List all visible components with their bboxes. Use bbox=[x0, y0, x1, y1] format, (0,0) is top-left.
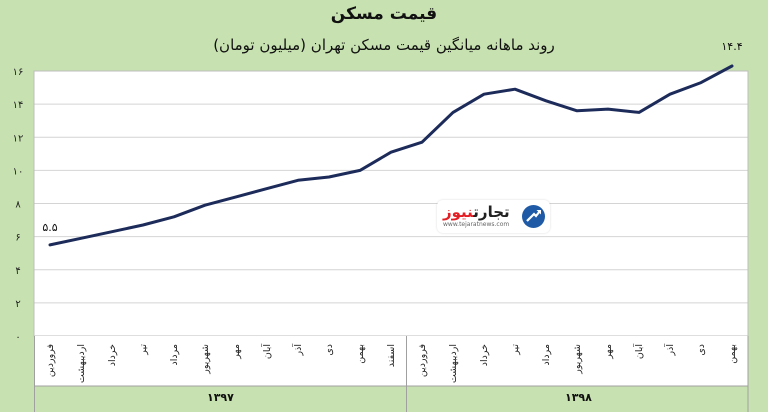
x-tick-label: مهر bbox=[231, 344, 242, 360]
x-tick-label: شهریور bbox=[200, 344, 211, 375]
x-tick-label: اردیبهشت bbox=[448, 344, 459, 383]
x-tick-label: مرداد bbox=[541, 344, 552, 365]
data-label-first: ۵.۵ bbox=[42, 221, 57, 234]
series-line bbox=[48, 64, 734, 247]
y-tick-label: ۱۴ bbox=[13, 100, 24, 111]
x-tick-label: فروردین bbox=[45, 344, 56, 377]
x-tick-label: تیر bbox=[138, 344, 149, 356]
x-tick-label: بهمن bbox=[727, 344, 738, 364]
y-tick-label: ۰ bbox=[15, 332, 20, 343]
y-tick-label: ۶ bbox=[15, 233, 20, 244]
x-tick-label: دی bbox=[696, 344, 707, 356]
logo-url: www.tejaratnews.com bbox=[443, 221, 510, 228]
logo-arrow-icon bbox=[522, 205, 545, 228]
y-tick-label: ۱۰ bbox=[13, 166, 24, 177]
x-tick-label: آذر bbox=[663, 344, 676, 357]
x-tick-label: مرداد bbox=[169, 344, 180, 365]
x-tick-label: مهر bbox=[603, 344, 614, 360]
x-tick-label: فروردین bbox=[417, 344, 428, 377]
y-tick-label: ۱۶ bbox=[13, 67, 24, 78]
x-tick-label: تیر bbox=[510, 344, 521, 356]
chart-subtitle: روند ماهانه میانگین قیمت مسکن تهران (میل… bbox=[213, 36, 555, 54]
y-tick-label: ۸ bbox=[15, 200, 21, 211]
x-tick-label: آبان bbox=[632, 344, 645, 360]
chart-title: قیمت مسکن bbox=[330, 4, 438, 24]
x-tick-label: دی bbox=[324, 344, 335, 356]
x-tick-label: خرداد bbox=[479, 344, 490, 366]
category-band bbox=[34, 336, 748, 386]
x-tick-label: آذر bbox=[291, 344, 304, 357]
year-label-1397: ۱۳۹۷ bbox=[207, 391, 234, 404]
x-tick-label: شهریور bbox=[572, 344, 583, 375]
x-tick-label: اسفند bbox=[386, 344, 397, 367]
y-tick-label: ۲ bbox=[15, 299, 20, 310]
x-tick-label: آبان bbox=[260, 344, 273, 360]
data-label-last: ۱۴.۴ bbox=[721, 40, 742, 53]
x-tick-label: بهمن bbox=[355, 344, 366, 364]
x-tick-label: خرداد bbox=[107, 344, 118, 366]
y-tick-label: ۱۲ bbox=[13, 133, 24, 144]
year-label-1398: ۱۳۹۸ bbox=[565, 391, 592, 404]
y-tick-label: ۴ bbox=[15, 266, 20, 277]
tejaratnews-logo: تجارتنیوز www.tejaratnews.com bbox=[437, 200, 550, 233]
logo-name: تجارتنیوز bbox=[443, 203, 510, 221]
x-tick-label: اردیبهشت bbox=[76, 344, 87, 383]
